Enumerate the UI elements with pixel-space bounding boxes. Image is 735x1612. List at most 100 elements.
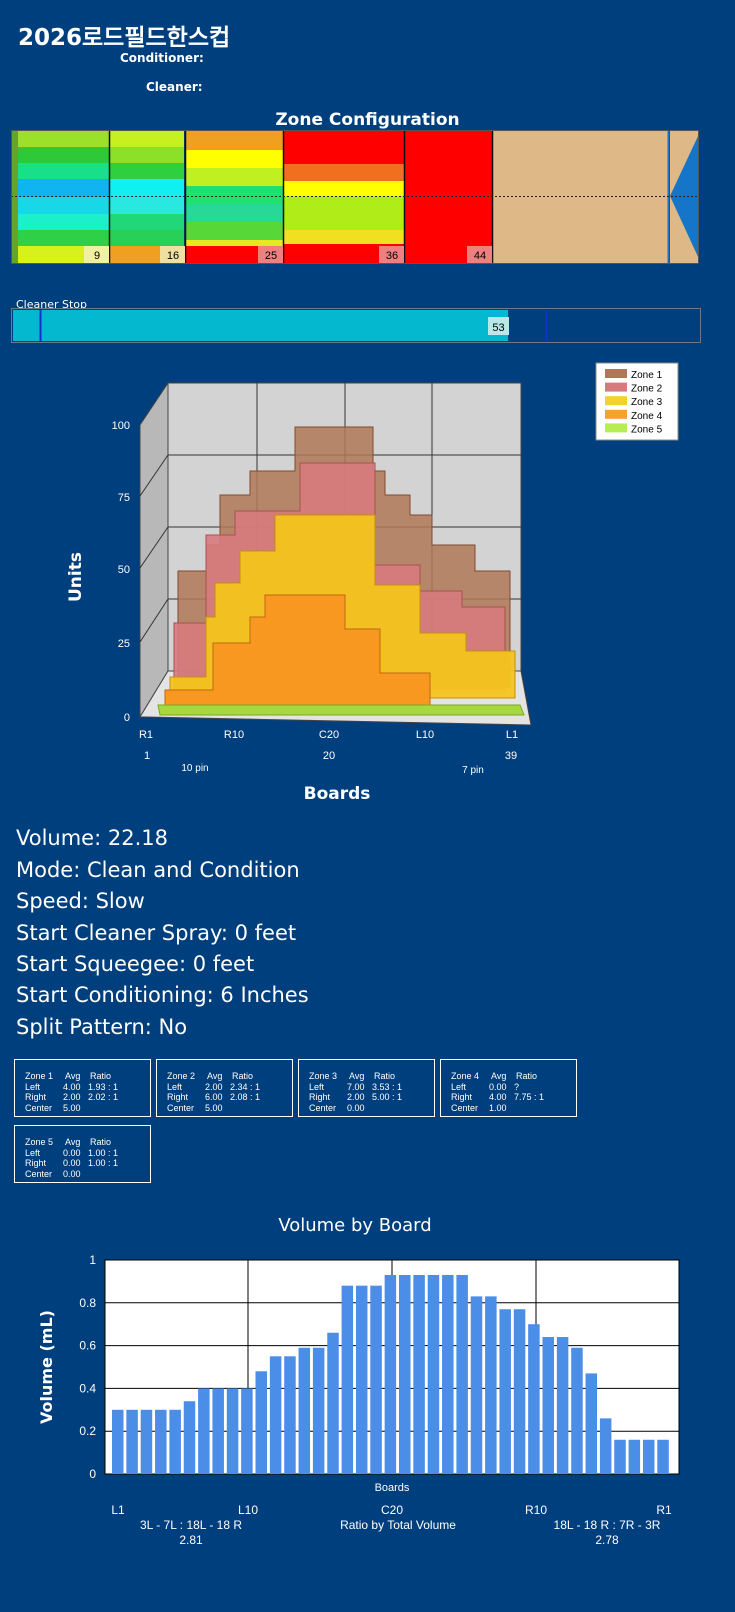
vx-tick-r1: R1 <box>656 1503 672 1517</box>
zone-box-cell: 0.00 <box>347 1102 365 1113</box>
ratio-left-value: 2.81 <box>179 1533 203 1547</box>
vy-tick: 0.4 <box>79 1381 96 1395</box>
volume-bar <box>212 1388 224 1474</box>
ratio-center-label: Ratio by Total Volume <box>340 1518 456 1532</box>
zone-box-cell: 0.00 <box>63 1147 81 1158</box>
marker-9: 9 <box>94 250 100 262</box>
vy-tick: 0.2 <box>79 1424 96 1438</box>
zone-box-cell: Left <box>309 1081 325 1092</box>
zone-box-cell: Ratio <box>90 1137 112 1147</box>
zone-box-cell: Avg <box>349 1071 365 1081</box>
zone-summary-box: Zone 4 Avg Ratio Left 0.00? Right 4.00 7.75 : 1… <box>440 1059 577 1117</box>
volume-bar <box>628 1439 641 1474</box>
zone-box-cell: 2.00 <box>205 1081 223 1092</box>
zone-box-cell: Zone 2 <box>167 1071 196 1081</box>
vy-tick: 0 <box>89 1467 96 1481</box>
zone-box-cell: Left <box>25 1147 41 1158</box>
zone-configuration-graphic[interactable]: 9 16 25 36 44 <box>11 130 701 265</box>
legend-label: Zone 4 <box>631 411 663 422</box>
volume-bar <box>456 1274 468 1474</box>
volume-bar <box>657 1439 669 1474</box>
conditioner-label: Conditioner: <box>120 51 204 65</box>
y-tick-0: 0 <box>124 712 130 724</box>
vx-tick-l1: L1 <box>111 1503 125 1517</box>
zone-box-cell: 1.00 : 1 <box>88 1147 119 1158</box>
volume-bar <box>614 1439 626 1474</box>
legend-label: Zone 3 <box>631 397 663 408</box>
zone-3d-chart: 100 75 50 25 0 Units R1 R10 C20 L10 L1 1… <box>66 362 679 804</box>
zone-box-cell: 5.00 : 1 <box>372 1092 403 1102</box>
zone-box-cell: 0.00 <box>489 1081 507 1092</box>
zone-box-cell: ? <box>514 1081 520 1092</box>
start-conditioning-text: Start Conditioning: 6 Inches <box>16 983 309 1007</box>
zone-box-cell: Right <box>25 1092 47 1102</box>
vy-tick: 0.8 <box>79 1296 96 1310</box>
zone-box-cell: Ratio <box>232 1071 254 1081</box>
zone-box-cell: Avg <box>65 1137 81 1147</box>
y-tick-100: 100 <box>112 420 130 432</box>
zone-box-cell: 1.00 : 1 <box>88 1158 119 1168</box>
zone-box-cell: Center <box>451 1102 479 1113</box>
volume-bar <box>370 1285 382 1474</box>
vy-tick: 1 <box>89 1253 96 1267</box>
zone-box-cell: Center <box>167 1102 195 1113</box>
zone-box-cell: Zone 5 <box>25 1137 54 1147</box>
zone-box-cell: 0.00 <box>63 1168 81 1179</box>
volume-bar <box>571 1347 583 1474</box>
zone-box-cell: Left <box>167 1081 183 1092</box>
legend-label: Zone 1 <box>631 370 663 381</box>
cleaner-stop-bar[interactable]: 53 <box>11 308 701 344</box>
volume-by-board-chart: Volume by Board 0 0.2 0.4 0.6 0.8 1 Volume (m… <box>37 1215 680 1547</box>
zone-box-cell: Right <box>451 1092 473 1102</box>
volume-bar <box>284 1356 296 1474</box>
legend-label: Zone 5 <box>631 424 663 435</box>
zone-box-cell: Right <box>167 1092 189 1102</box>
zone-box-cell: 7.00 <box>347 1081 365 1092</box>
zone-box-cell: 2.02 : 1 <box>88 1092 119 1102</box>
volume-bar <box>112 1409 124 1474</box>
volume-bar <box>269 1356 282 1474</box>
volume-bar <box>226 1388 239 1474</box>
vx-tick-c20: C20 <box>381 1503 403 1517</box>
zone-box-cell: 1.00 <box>489 1102 507 1113</box>
y-axis-title: Units <box>66 552 86 602</box>
zone-box-cell: Zone 1 <box>25 1071 54 1081</box>
ratio-right-value: 2.78 <box>595 1533 619 1547</box>
volume-text: Volume: 22.18 <box>16 826 168 850</box>
y-tick-75: 75 <box>118 492 130 504</box>
volume-bar <box>556 1337 569 1474</box>
x-tick-l1: L1 <box>506 729 518 741</box>
zone-box-cell: 5.00 <box>63 1102 81 1113</box>
legend-swatch <box>605 396 627 406</box>
zone-box-cell: 2.34 : 1 <box>230 1081 261 1092</box>
volume-bar <box>384 1274 397 1474</box>
volume-bar <box>470 1296 483 1474</box>
legend-swatch <box>605 369 627 378</box>
chart-legend: Zone 1 Zone 2 Zone 3 Zone 4 Zone 5 <box>595 362 679 441</box>
zone-box-cell: 2.08 : 1 <box>230 1092 261 1102</box>
volume-bar <box>399 1274 411 1474</box>
mode-text: Mode: Clean and Condition <box>16 858 300 882</box>
zone-box-cell: Left <box>451 1081 467 1092</box>
volume-bar <box>599 1418 612 1474</box>
x-board-20: 20 <box>323 750 335 762</box>
volume-bar <box>499 1309 511 1474</box>
volume-bar <box>327 1332 339 1474</box>
zone-configuration-title: Zone Configuration <box>275 110 460 130</box>
y-tick-50: 50 <box>118 564 130 576</box>
zone-box-cell: Left <box>25 1081 41 1092</box>
zone-box-cell: Avg <box>491 1071 507 1081</box>
volume-bar <box>642 1439 655 1474</box>
volume-bar <box>198 1388 210 1474</box>
zone-summary-box: Zone 5 Avg Ratio Left 0.00 1.00 : 1 Right 0.00 1… <box>14 1125 151 1183</box>
x-axis-title: Boards <box>304 784 371 804</box>
zone-box-cell: Right <box>309 1092 331 1102</box>
volume-bar <box>312 1347 325 1474</box>
cleaner-stop-label: Cleaner Stop <box>16 298 88 311</box>
x-tick-r10: R10 <box>224 729 244 741</box>
x-board-39: 39 <box>505 750 517 762</box>
volume-bar <box>413 1274 425 1474</box>
cleaner-label: Cleaner: <box>146 80 203 94</box>
vx-tick-l10: L10 <box>238 1503 258 1517</box>
zone-box-cell: Center <box>25 1102 53 1113</box>
